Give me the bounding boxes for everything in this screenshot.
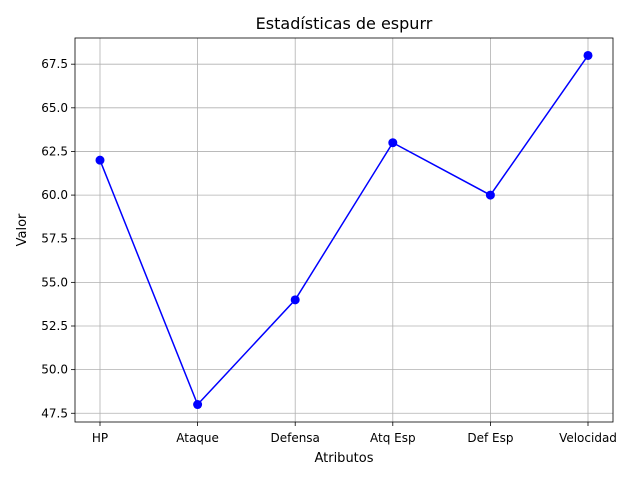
plot-frame [74,37,614,423]
y-tick-label: 47.5 [41,406,68,420]
data-point [193,400,203,410]
x-tick-label: Def Esp [467,431,513,445]
y-tick-label: 57.5 [41,232,68,246]
data-point [290,295,300,305]
y-tick-label: 52.5 [41,319,68,333]
y-axis-label: Valor [15,213,30,246]
y-tick-label: 65.0 [41,101,68,115]
x-tick-label: Defensa [270,431,319,445]
tick-layer: HP Ataque Defensa Atq Esp Def Esp Velocidad 47… [41,57,617,445]
x-tick-label: Ataque [176,431,219,445]
data-point [388,138,398,148]
data-point [485,190,495,200]
series-line [99,55,589,406]
series-layer [95,50,593,410]
y-tick-label: 60.0 [41,188,68,202]
x-axis-label: Atributos [314,451,373,466]
grid-layer [75,38,613,422]
y-tick-label: 62.5 [41,144,68,158]
data-point [95,155,105,165]
y-tick-label: 67.5 [41,57,68,71]
x-tick-label: Velocidad [559,431,617,445]
y-tick-label: 50.0 [41,363,68,377]
chart-title: Estadísticas de espurr [256,14,433,33]
x-tick-label: Atq Esp [370,431,416,445]
y-tick-label: 55.0 [41,275,68,289]
x-tick-label: HP [92,431,108,445]
data-point [583,50,593,60]
